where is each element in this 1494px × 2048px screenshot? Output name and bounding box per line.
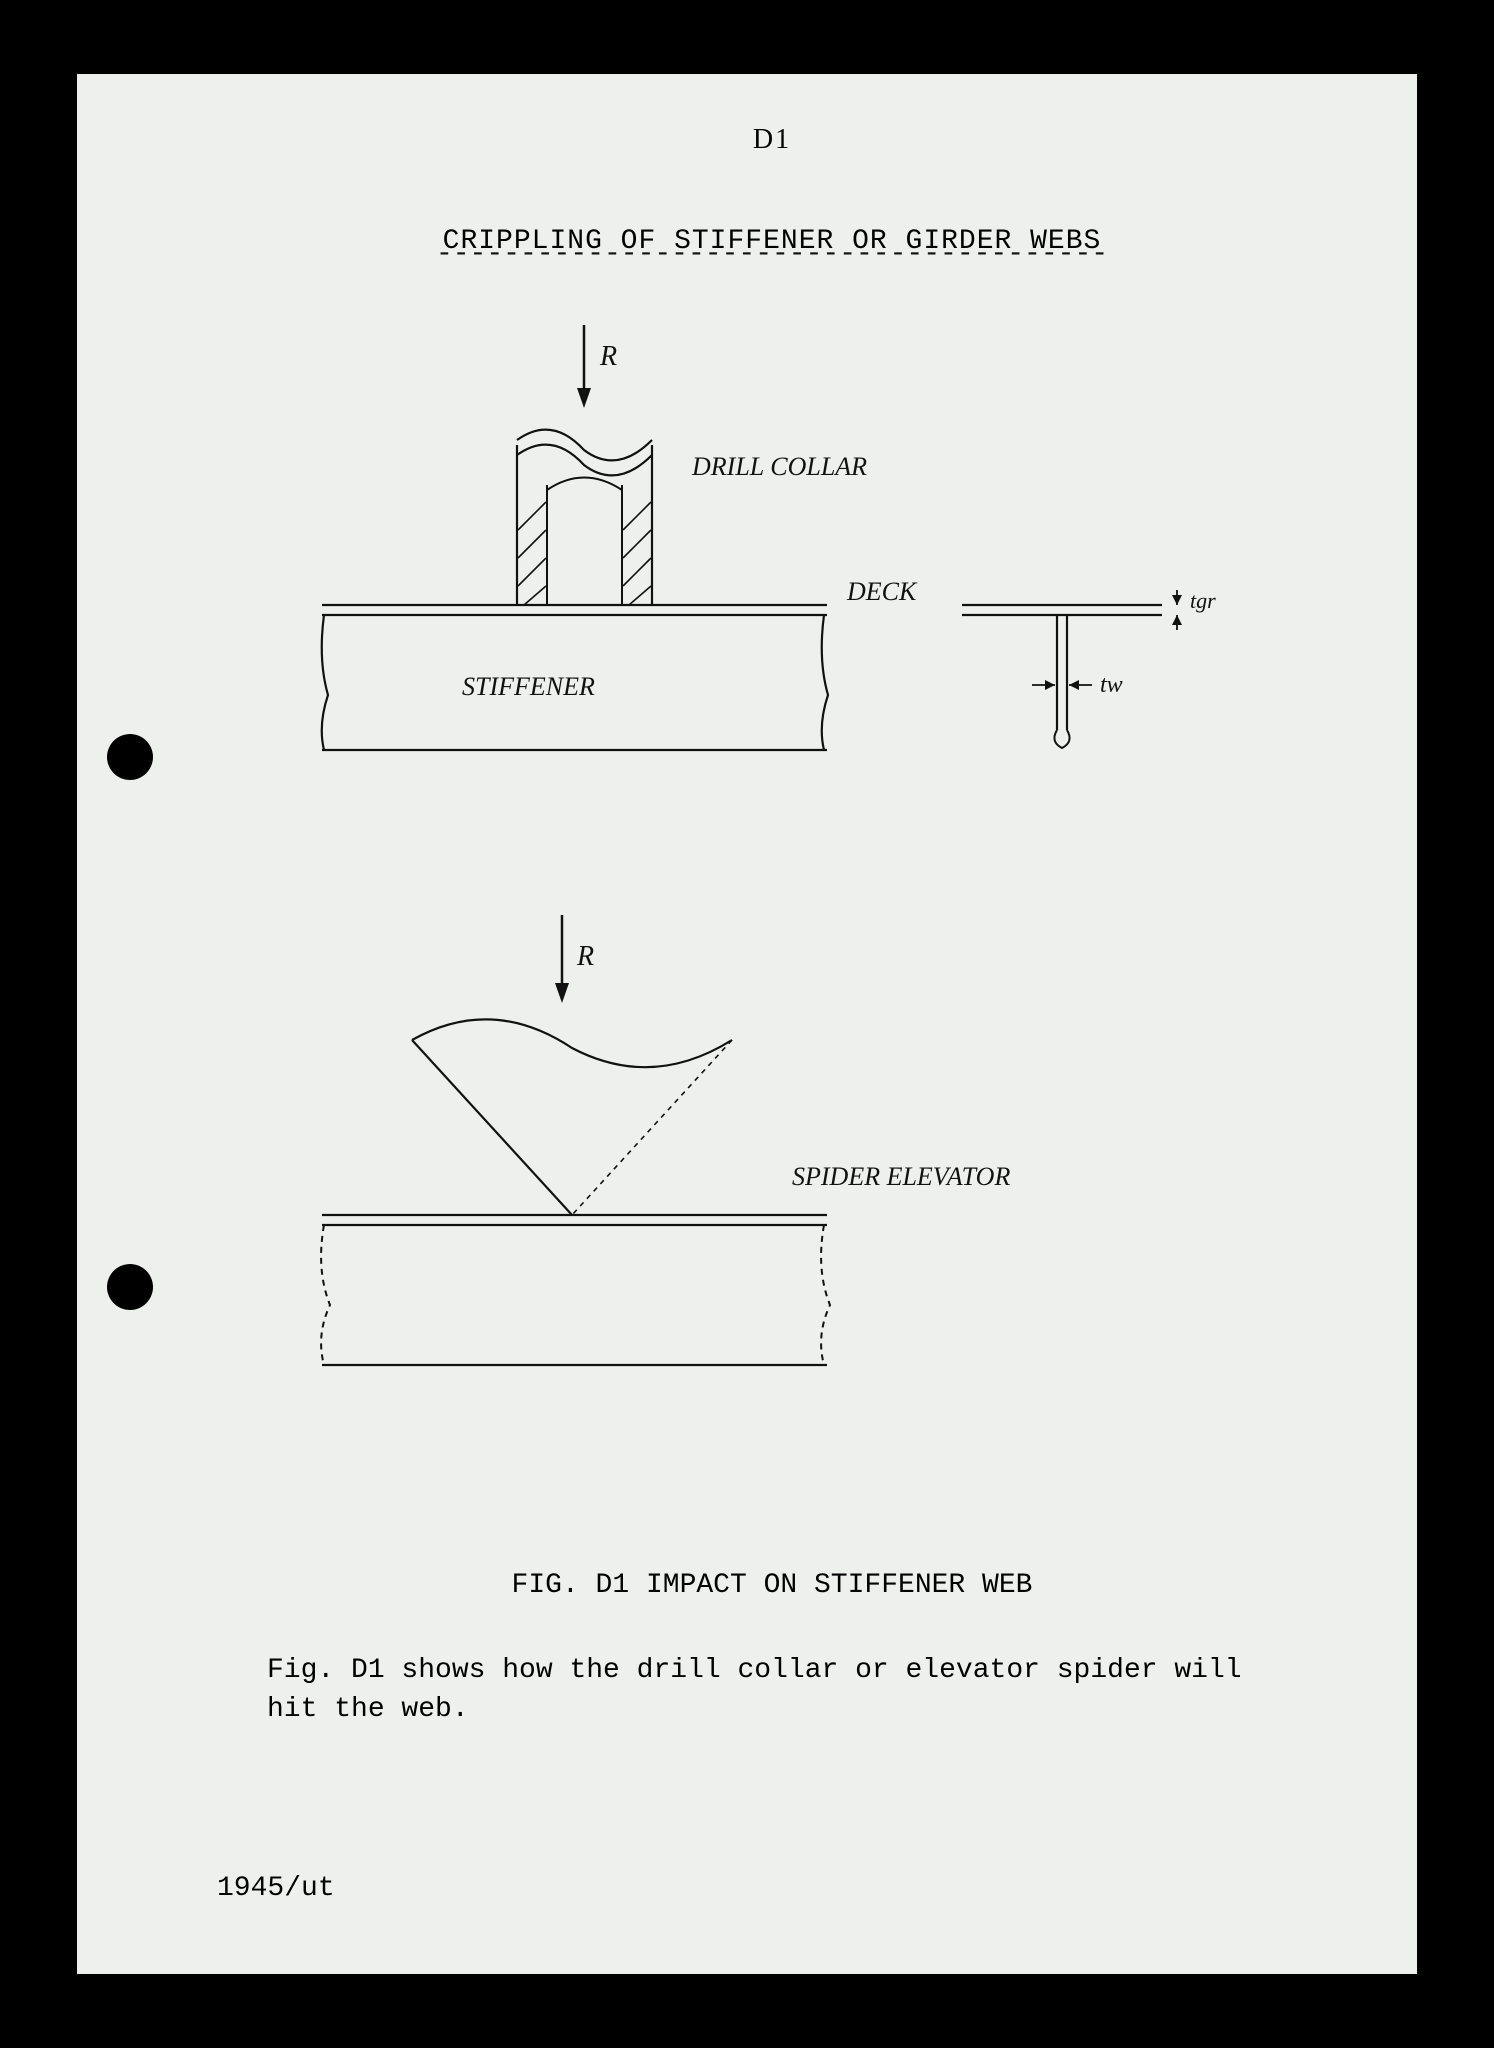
- footer-reference: 1945/ut: [217, 1873, 335, 1904]
- dim-tw: tw: [1100, 672, 1123, 698]
- diagram-spider-elevator: SPIDER ELEVATOR R: [321, 915, 1010, 1365]
- title-underline: ----------------------------------------: [217, 239, 1327, 270]
- force-label-r1: R: [599, 341, 617, 372]
- spider-elevator-label: SPIDER ELEVATOR: [792, 1162, 1010, 1191]
- diagram-drill-collar: STIFFENER DRILL COLL: [322, 325, 1216, 750]
- diagram-container: STIFFENER DRILL COLL: [222, 300, 1322, 1500]
- punch-hole: [107, 734, 153, 780]
- dim-tgr: tgr: [1190, 588, 1216, 613]
- drill-collar-label: DRILL COLLAR: [691, 452, 867, 481]
- stiffener-label: STIFFENER: [462, 672, 595, 701]
- punch-hole: [107, 1264, 153, 1310]
- figure-caption: FIG. D1 IMPACT ON STIFFENER WEB: [217, 1570, 1327, 1601]
- document-page: D1 CRIPPLING OF STIFFENER OR GIRDER WEBS…: [77, 74, 1417, 1974]
- page-number: D1: [217, 124, 1327, 156]
- deck-label: DECK: [846, 577, 918, 606]
- force-label-r2: R: [576, 941, 594, 972]
- body-text: Fig. D1 shows how the drill collar or el…: [267, 1651, 1277, 1729]
